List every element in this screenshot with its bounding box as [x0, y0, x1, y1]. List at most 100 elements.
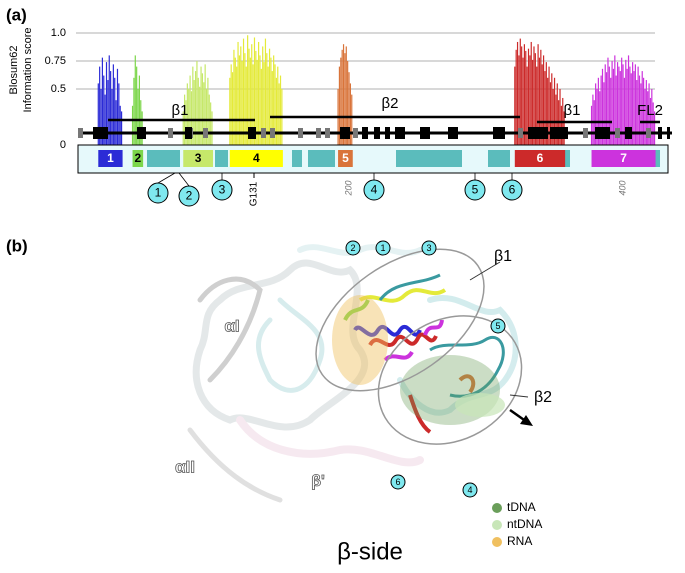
bar [255, 50, 257, 145]
domain-number: 1 [107, 151, 114, 165]
bar [185, 100, 187, 145]
structure-label: β2 [534, 389, 552, 406]
bar [347, 61, 349, 145]
bar [203, 82, 205, 145]
bar [537, 44, 539, 146]
bar [140, 100, 142, 145]
bar [626, 68, 628, 145]
bar [640, 83, 642, 145]
bar [111, 89, 113, 145]
bar [259, 55, 261, 145]
marker-circle [421, 240, 437, 256]
bar [134, 55, 136, 145]
helix [248, 127, 256, 139]
bar [341, 49, 343, 145]
bar [137, 89, 139, 145]
bar [275, 77, 278, 145]
bar [192, 66, 194, 145]
marker-number: 3 [219, 183, 226, 197]
x-tick-label: 200 [343, 180, 353, 196]
bar [651, 89, 653, 145]
strand [316, 128, 321, 138]
bar [99, 66, 101, 145]
bar [205, 89, 208, 145]
bar [536, 66, 538, 145]
strand [261, 128, 266, 138]
bar [263, 62, 265, 146]
domain-block [396, 150, 462, 167]
bar [266, 53, 268, 145]
bar [627, 55, 630, 145]
marker-number: 3 [426, 243, 431, 253]
bar [518, 55, 520, 145]
legend-label: tDNA [507, 500, 536, 514]
marker-number: 1 [155, 186, 162, 200]
bar [338, 66, 341, 145]
bar [653, 111, 656, 145]
bar [516, 41, 519, 145]
bar [634, 64, 636, 145]
bar [526, 66, 528, 145]
bar [638, 75, 641, 145]
bar [119, 105, 121, 145]
marker-circle [490, 318, 506, 334]
helix [93, 127, 108, 139]
domain-box [514, 150, 566, 167]
bar [267, 66, 269, 145]
bar [274, 64, 276, 145]
bar [560, 105, 562, 145]
bar [344, 53, 346, 145]
domain-box [229, 150, 283, 167]
bar [641, 71, 643, 145]
y-tick-label: 1.0 [51, 27, 66, 39]
legend-swatch [492, 520, 502, 530]
bar [549, 82, 552, 145]
bar [606, 72, 608, 145]
domain-box [98, 150, 123, 167]
bar [532, 59, 534, 145]
domain-block [147, 150, 180, 167]
marker-circle [462, 482, 478, 498]
bar [253, 37, 256, 146]
bar [248, 48, 250, 145]
domain-number: 7 [620, 151, 627, 165]
bar [556, 83, 558, 145]
x-tick-label: 400 [617, 180, 627, 195]
bar [351, 94, 353, 145]
domain-number: 5 [342, 151, 349, 165]
bar [211, 111, 213, 145]
bar [193, 80, 195, 145]
bar [108, 55, 110, 145]
bar [237, 41, 239, 145]
bar [521, 46, 523, 145]
bar [260, 68, 262, 145]
bar [264, 38, 267, 145]
bar [245, 66, 247, 145]
bar [110, 71, 112, 145]
bar [271, 71, 273, 145]
bar [611, 61, 613, 145]
helix [374, 127, 380, 139]
marker-number: 5 [495, 321, 500, 331]
bar [207, 77, 209, 145]
marker-circle [211, 179, 233, 201]
marker-circle [464, 179, 486, 201]
bar [238, 55, 241, 145]
domain-number: 4 [253, 151, 260, 165]
bar [621, 57, 623, 145]
bar [234, 57, 236, 145]
bar [545, 62, 547, 146]
bar [279, 75, 282, 145]
bar [514, 66, 516, 145]
bar [592, 94, 594, 145]
bar [204, 64, 206, 145]
domain-block [292, 150, 302, 167]
domain-label: β1 [564, 102, 581, 119]
bar [244, 53, 246, 145]
domain-label: β2 [382, 95, 399, 112]
bar [249, 57, 251, 145]
bar [197, 77, 199, 145]
bar [345, 46, 347, 145]
bar [229, 77, 231, 145]
domain-number: 6 [537, 151, 544, 165]
